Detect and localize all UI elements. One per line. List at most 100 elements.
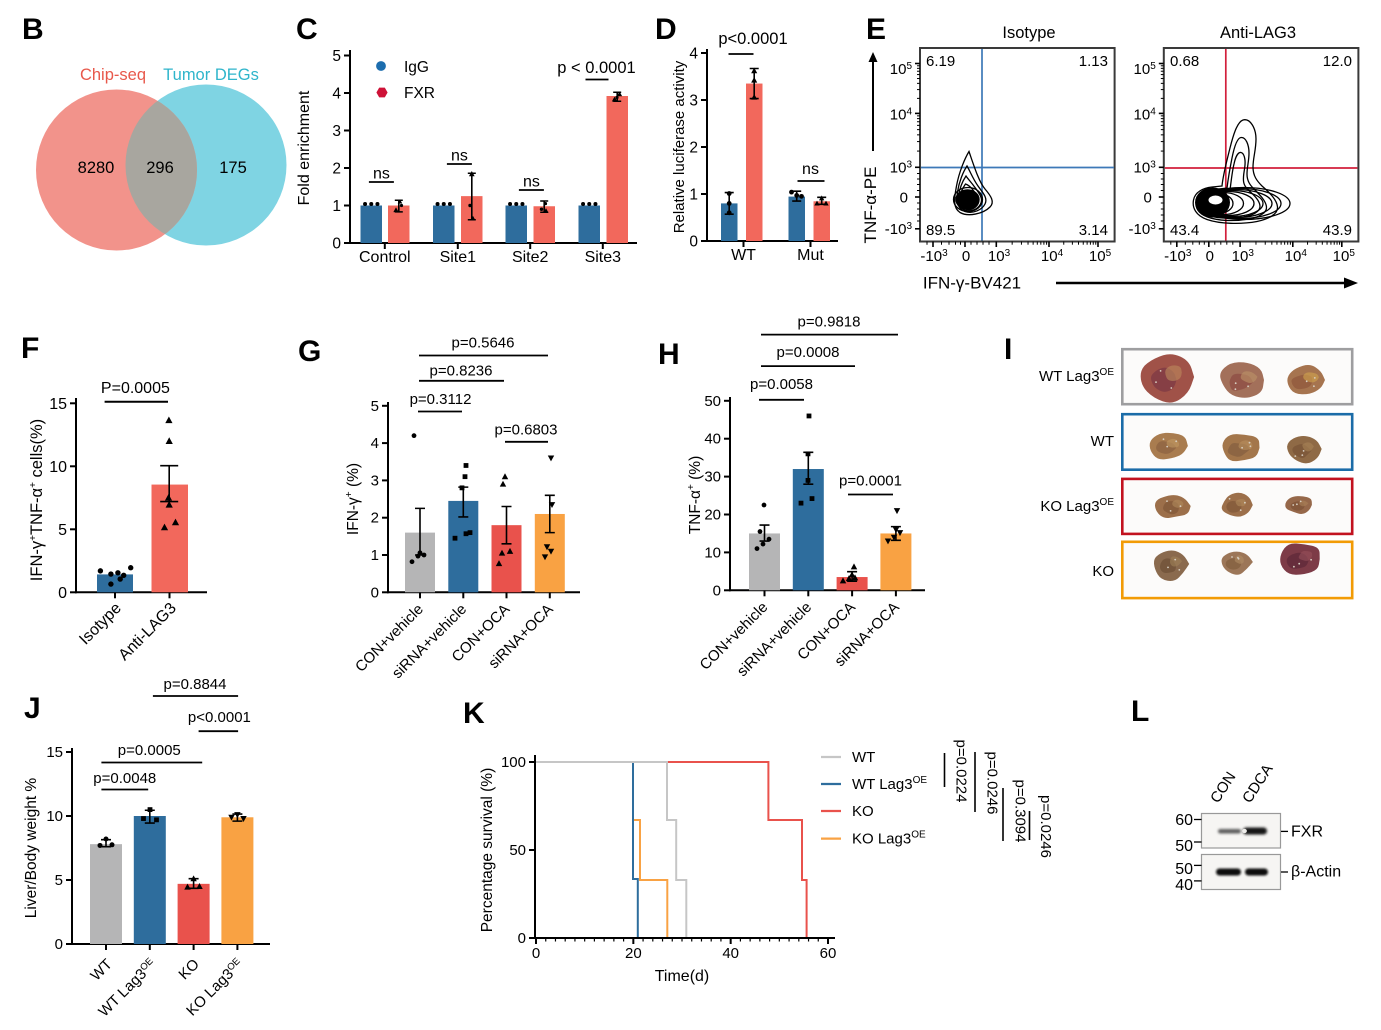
svg-text:0: 0 xyxy=(532,945,540,962)
svg-text:0.68: 0.68 xyxy=(1170,53,1199,70)
svg-text:20: 20 xyxy=(625,945,642,962)
svg-text:KO: KO xyxy=(1092,563,1114,580)
svg-text:Anti-LAG3: Anti-LAG3 xyxy=(1220,24,1296,42)
svg-text:0: 0 xyxy=(371,584,379,601)
svg-text:1.13: 1.13 xyxy=(1079,53,1108,70)
svg-text:8280: 8280 xyxy=(78,159,115,177)
svg-text:3: 3 xyxy=(371,472,379,489)
svg-text:3.14: 3.14 xyxy=(1079,222,1108,239)
svg-text:43.4: 43.4 xyxy=(1170,222,1199,239)
svg-text:p=0.5646: p=0.5646 xyxy=(452,335,515,352)
svg-text:0: 0 xyxy=(518,930,526,947)
svg-text:B: B xyxy=(22,13,44,46)
svg-text:0: 0 xyxy=(332,236,341,253)
svg-text:p=0.0246: p=0.0246 xyxy=(1037,795,1054,858)
svg-text:WT Lag3OE: WT Lag3OE xyxy=(852,775,927,793)
svg-text:p<0.0001: p<0.0001 xyxy=(718,30,787,48)
svg-text:Site3: Site3 xyxy=(585,249,622,266)
svg-text:H: H xyxy=(658,338,680,371)
svg-text:WT Lag3OE: WT Lag3OE xyxy=(1039,367,1114,385)
svg-text:p=0.3112: p=0.3112 xyxy=(410,391,472,408)
svg-text:175: 175 xyxy=(219,159,247,177)
svg-text:50: 50 xyxy=(1175,838,1193,855)
svg-text:5: 5 xyxy=(58,522,67,539)
svg-text:p=0.0008: p=0.0008 xyxy=(777,344,840,361)
svg-text:p=0.0246: p=0.0246 xyxy=(984,752,1001,815)
svg-text:2: 2 xyxy=(332,161,341,178)
svg-text:E: E xyxy=(866,13,886,46)
svg-text:p=0.8236: p=0.8236 xyxy=(430,363,493,380)
svg-text:F: F xyxy=(21,332,39,365)
svg-text:30: 30 xyxy=(704,469,721,486)
svg-text:FXR: FXR xyxy=(404,85,435,102)
svg-text:Chip-seq: Chip-seq xyxy=(80,66,146,84)
svg-text:60: 60 xyxy=(820,945,837,962)
svg-text:20: 20 xyxy=(704,507,721,524)
svg-text:IFN-γ+ (%): IFN-γ+ (%) xyxy=(344,463,362,535)
svg-text:G: G xyxy=(298,335,321,368)
svg-text:KO Lag3OE: KO Lag3OE xyxy=(1040,497,1114,515)
svg-text:WT: WT xyxy=(1091,433,1114,450)
svg-text:1: 1 xyxy=(689,187,698,204)
svg-text:0: 0 xyxy=(58,585,67,602)
svg-text:6.19: 6.19 xyxy=(926,53,955,70)
svg-text:5: 5 xyxy=(55,872,63,889)
svg-text:-103: -103 xyxy=(885,221,913,238)
svg-text:0: 0 xyxy=(689,234,698,251)
svg-text:296: 296 xyxy=(146,159,174,177)
svg-text:K: K xyxy=(463,697,485,730)
svg-text:40: 40 xyxy=(722,945,739,962)
svg-text:0: 0 xyxy=(962,248,970,265)
svg-text:0: 0 xyxy=(55,936,63,953)
svg-text:Time(d): Time(d) xyxy=(655,968,710,985)
svg-text:50: 50 xyxy=(704,393,721,410)
svg-text:p < 0.0001: p < 0.0001 xyxy=(557,59,635,77)
svg-text:43.9: 43.9 xyxy=(1323,222,1352,239)
svg-text:3: 3 xyxy=(332,123,341,140)
svg-text:p=0.0005: p=0.0005 xyxy=(118,742,181,759)
svg-text:Tumor DEGs: Tumor DEGs xyxy=(163,66,259,84)
svg-text:C: C xyxy=(296,13,318,46)
svg-text:Site2: Site2 xyxy=(512,249,549,266)
svg-text:Mut: Mut xyxy=(797,247,824,264)
svg-text:15: 15 xyxy=(49,396,67,413)
svg-text:60: 60 xyxy=(1175,812,1193,829)
svg-text:10: 10 xyxy=(704,544,721,561)
svg-text:I: I xyxy=(1004,333,1012,366)
svg-text:89.5: 89.5 xyxy=(926,222,955,239)
svg-text:0: 0 xyxy=(900,190,908,207)
svg-text:D: D xyxy=(655,13,677,46)
svg-text:ns: ns xyxy=(373,166,390,183)
svg-text:Control: Control xyxy=(359,249,411,266)
svg-text:4: 4 xyxy=(689,46,698,63)
svg-text:3: 3 xyxy=(689,93,698,110)
svg-text:ns: ns xyxy=(523,174,540,191)
svg-text:40: 40 xyxy=(1175,877,1193,894)
svg-text:p=0.9818: p=0.9818 xyxy=(798,314,861,331)
svg-text:100: 100 xyxy=(501,754,526,771)
svg-text:p=0.0058: p=0.0058 xyxy=(750,376,813,393)
svg-text:J: J xyxy=(24,692,41,725)
svg-text:0: 0 xyxy=(713,582,721,599)
svg-text:10: 10 xyxy=(49,459,67,476)
svg-text:5: 5 xyxy=(332,48,341,65)
svg-text:p=0.0001: p=0.0001 xyxy=(839,473,902,490)
svg-text:L: L xyxy=(1131,695,1149,728)
svg-text:-103: -103 xyxy=(1129,221,1157,238)
svg-text:ns: ns xyxy=(802,161,819,178)
svg-text:0: 0 xyxy=(1143,190,1151,207)
svg-text:1: 1 xyxy=(332,198,341,215)
svg-text:WT: WT xyxy=(852,749,875,766)
svg-text:P=0.0005: P=0.0005 xyxy=(101,380,170,397)
svg-text:50: 50 xyxy=(509,842,526,859)
svg-text:KO: KO xyxy=(852,803,874,820)
svg-text:-103: -103 xyxy=(920,248,948,265)
svg-text:5: 5 xyxy=(371,398,379,415)
svg-text:IgG: IgG xyxy=(404,59,429,76)
svg-text:10: 10 xyxy=(46,808,63,825)
svg-text:Liver/Body weight %: Liver/Body weight % xyxy=(23,778,40,919)
svg-text:4: 4 xyxy=(371,435,379,452)
svg-text:Relative luciferase activity: Relative luciferase activity xyxy=(671,60,688,233)
svg-text:1: 1 xyxy=(371,547,379,564)
svg-text:TNF-α+ (%): TNF-α+ (%) xyxy=(686,456,704,535)
